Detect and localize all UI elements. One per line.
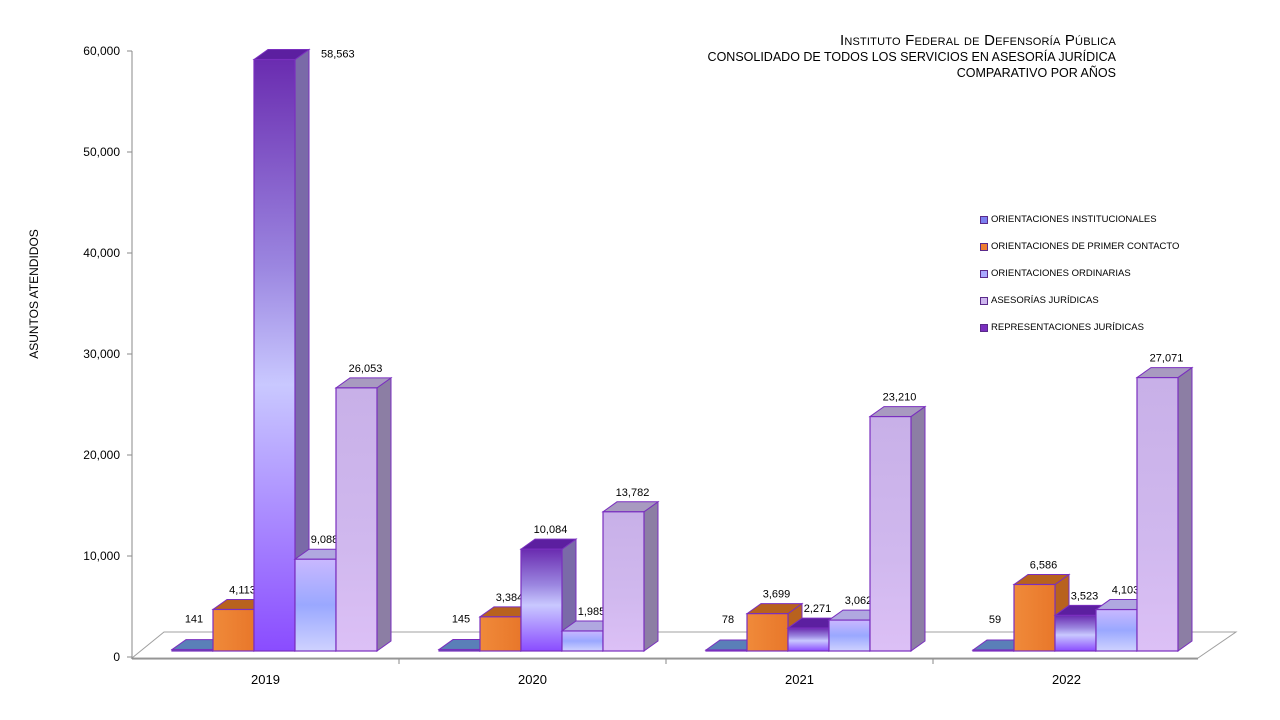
bar-front (787, 627, 830, 652)
legend-item: REPRESENTACIONES JURÍDICAS (980, 314, 1179, 341)
x-tick-label: 2021 (785, 672, 814, 687)
chart-title-block: Instituto Federal de Defensoría Pública … (708, 32, 1116, 81)
bar-front (253, 58, 296, 652)
y-tick-label: 20,000 (83, 448, 120, 462)
legend-swatch (980, 323, 988, 332)
bar-front (1095, 608, 1138, 652)
legend-label: ASESORÍAS JURÍDICAS (991, 295, 1099, 306)
data-label: 78 (722, 614, 734, 626)
data-label: 4,103 (1112, 585, 1140, 597)
legend-label: ORIENTACIONES INSTITUCIONALES (991, 214, 1157, 225)
bar-front (212, 608, 255, 652)
data-label: 27,071 (1150, 353, 1184, 365)
bar-side (376, 376, 392, 652)
data-label: 6,586 (1030, 559, 1058, 571)
legend-item: ORIENTACIONES ORDINARIAS (980, 260, 1179, 287)
bar-side (910, 405, 926, 652)
bar-front (171, 648, 214, 652)
legend-label: ORIENTACIONES DE PRIMER CONTACTO (991, 241, 1180, 252)
bar (601, 500, 660, 652)
x-tick-label: 2019 (251, 672, 280, 687)
data-label: 10,084 (534, 524, 568, 536)
y-axis-label: ASUNTOS ATENDIDOS (27, 229, 41, 359)
data-label: 23,210 (883, 392, 917, 404)
bar-front (294, 558, 337, 652)
data-label: 3,384 (496, 592, 524, 604)
data-label: 9,088 (311, 534, 339, 546)
legend-item: ORIENTACIONES INSTITUCIONALES (980, 206, 1179, 233)
chart-subtitle-2: COMPARATIVO POR AÑOS (956, 66, 1116, 80)
legend-swatch (980, 242, 988, 251)
chart-subtitle: CONSOLIDADO DE TODOS LOS SERVICIOS EN AS… (707, 50, 1116, 64)
data-label: 1,985 (578, 606, 606, 618)
bar-side (1177, 366, 1193, 652)
data-label: 26,053 (349, 363, 383, 375)
bar-front (561, 630, 604, 652)
data-label: 141 (185, 614, 203, 626)
bar (252, 48, 311, 652)
legend-swatch (980, 269, 988, 278)
legend-item: ASESORÍAS JURÍDICAS (980, 287, 1179, 314)
bar (868, 405, 927, 652)
bar (334, 376, 393, 652)
bar-front (479, 616, 522, 652)
chart-legend: ORIENTACIONES INSTITUCIONALES ORIENTACIO… (980, 206, 1179, 341)
data-label: 59 (989, 614, 1001, 626)
data-label: 3,062 (845, 595, 873, 607)
bar-front (335, 387, 378, 652)
data-label: 3,523 (1071, 590, 1099, 602)
y-tick-label: 40,000 (83, 246, 120, 260)
chart-title: Instituto Federal de Defensoría Pública (839, 32, 1116, 49)
legend-label: REPRESENTACIONES JURÍDICAS (991, 322, 1144, 333)
legend-item: ORIENTACIONES DE PRIMER CONTACTO (980, 233, 1179, 260)
y-tick-label: 60,000 (83, 44, 120, 58)
bar-front (602, 511, 645, 652)
chart-floor (130, 631, 1238, 659)
bar-front (972, 649, 1015, 652)
bar-front (705, 649, 748, 652)
data-label: 2,271 (804, 603, 832, 615)
bar-front (1054, 614, 1097, 652)
bar-front (828, 619, 871, 652)
y-tick-label: 50,000 (83, 145, 120, 159)
y-tick-label: 10,000 (83, 549, 120, 563)
x-tick-label: 2020 (518, 672, 547, 687)
x-tick-label: 2022 (1052, 672, 1081, 687)
bar (1135, 366, 1194, 652)
bar-front (520, 548, 563, 652)
data-label: 3,699 (763, 589, 791, 601)
bar-front (746, 613, 789, 652)
bar-front (869, 415, 912, 652)
data-label: 58,563 (321, 49, 355, 61)
y-tick-label: 0 (113, 650, 120, 664)
y-tick-label: 30,000 (83, 347, 120, 361)
legend-swatch (980, 215, 988, 224)
bar-side (643, 500, 659, 652)
legend-label: ORIENTACIONES ORDINARIAS (991, 268, 1131, 279)
data-label: 13,782 (616, 487, 650, 499)
bar-front (1013, 583, 1056, 652)
bar-front (1136, 376, 1179, 652)
data-label: 4,113 (229, 584, 256, 596)
legend-swatch (980, 296, 988, 305)
bar-front (438, 648, 481, 652)
data-label: 145 (452, 614, 470, 626)
